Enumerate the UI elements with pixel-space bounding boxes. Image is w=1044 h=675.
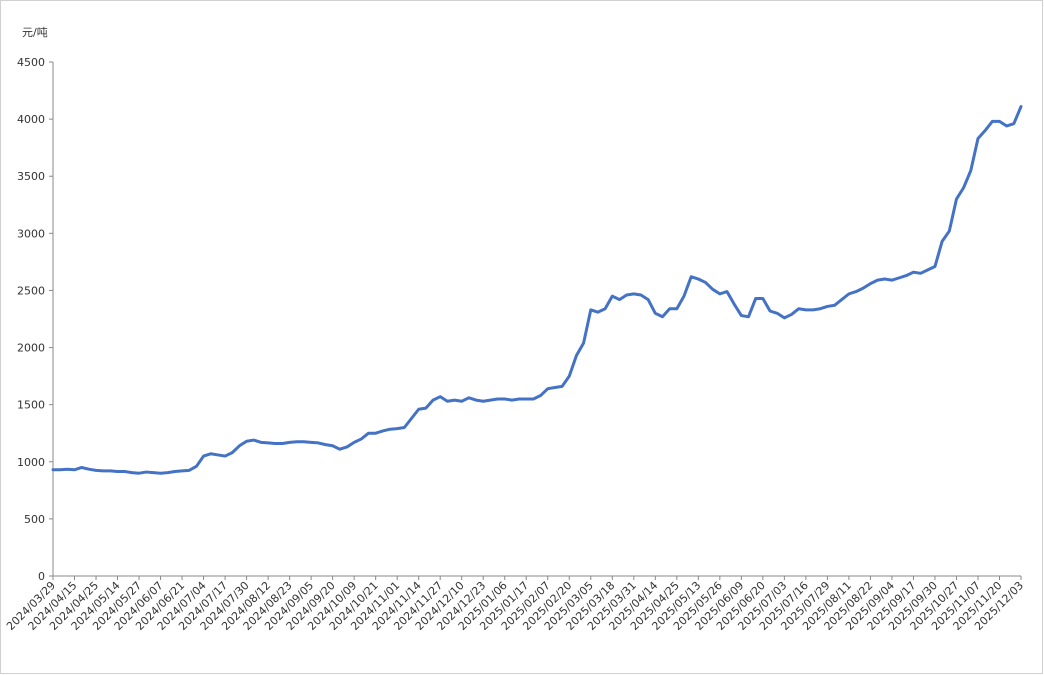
y-tick-label: 1000 <box>17 456 45 469</box>
data-line <box>51 105 1023 475</box>
y-tick-label: 3000 <box>17 227 45 240</box>
y-tick-label: 2000 <box>17 342 45 355</box>
y-tick-label: 500 <box>24 513 45 526</box>
y-tick-label: 4000 <box>17 113 45 126</box>
y-tick-label: 3500 <box>17 170 45 183</box>
y-tick-label: 1500 <box>17 399 45 412</box>
y-axis-label: 元/吨 <box>22 26 48 39</box>
y-tick-label: 4500 <box>17 56 45 69</box>
y-tick-label: 2500 <box>17 284 45 297</box>
y-tick-label: 0 <box>38 570 45 583</box>
